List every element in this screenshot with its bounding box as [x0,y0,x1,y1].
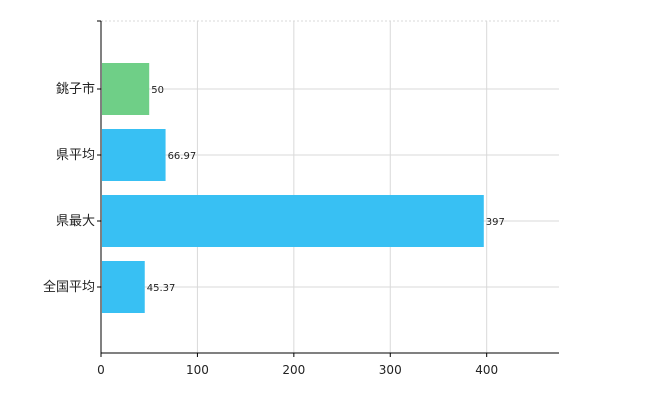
labels: 銚子市 50 県平均 66.97 県最大 397 全国平均 45.37 0 100 200 300 40… [43,81,505,377]
x-tick-label: 300 [379,363,402,377]
category-label: 全国平均 [43,279,95,295]
x-tick-label: 200 [282,363,305,377]
bar [102,261,145,313]
grid-lines [101,20,559,353]
data-label: 66.97 [168,151,197,162]
data-label: 50 [151,85,164,96]
x-tick-label: 0 [97,363,105,377]
data-label: 45.37 [147,283,176,294]
bars [102,63,484,313]
x-tick-label: 100 [186,363,209,377]
axes [97,20,559,357]
data-label: 397 [486,217,505,228]
x-tick-label: 400 [475,363,498,377]
bar [102,195,484,247]
category-label: 県平均 [56,148,95,163]
category-label: 銚子市 [56,81,95,97]
category-label: 県最大 [56,214,95,229]
bar [102,129,166,181]
bar [102,63,150,115]
